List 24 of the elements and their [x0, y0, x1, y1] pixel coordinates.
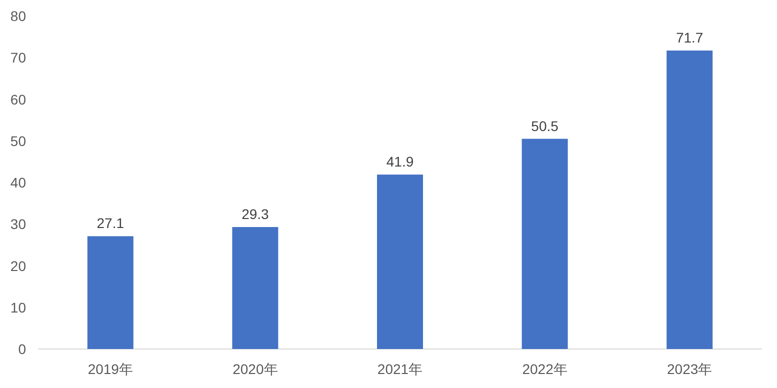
y-tick-label: 30	[10, 216, 26, 232]
x-tick-label: 2019年	[88, 361, 133, 377]
y-tick-label: 10	[10, 299, 26, 316]
bar	[232, 227, 278, 349]
data-label: 41.9	[386, 154, 414, 170]
data-label: 50.5	[531, 118, 559, 134]
bar	[377, 174, 423, 349]
x-tick-label: 2021年	[377, 361, 423, 377]
x-tick-label: 2022年	[522, 361, 568, 377]
bar	[666, 50, 713, 349]
y-tick-label: 50	[10, 132, 26, 149]
y-tick-label: 80	[10, 8, 26, 24]
y-tick-label: 40	[10, 174, 26, 190]
y-tick-label: 0	[18, 341, 26, 357]
bar	[87, 236, 134, 349]
data-label: 27.1	[96, 215, 124, 232]
data-label: 71.7	[676, 30, 704, 46]
bar	[522, 138, 568, 349]
x-tick-label: 2020年	[232, 361, 278, 377]
data-label: 29.3	[242, 206, 270, 222]
y-tick-label: 60	[10, 91, 26, 108]
x-tick-label: 2023年	[667, 361, 712, 377]
y-tick-label: 20	[10, 258, 26, 274]
y-tick-label: 70	[10, 50, 26, 66]
